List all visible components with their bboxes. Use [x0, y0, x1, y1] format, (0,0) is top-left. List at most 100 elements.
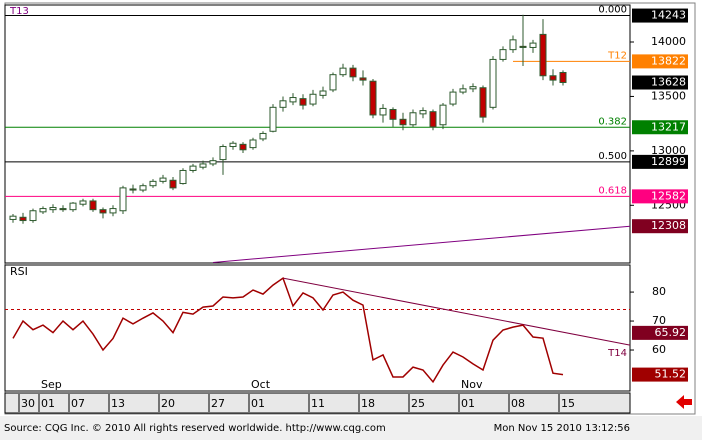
candle-body — [59, 208, 67, 211]
candle-body — [139, 185, 147, 191]
candle-body — [499, 49, 507, 60]
rsi-line — [12, 276, 564, 384]
level-label-box — [632, 120, 688, 135]
candle-body — [109, 208, 117, 214]
scroll-arrow[interactable] — [676, 395, 692, 409]
candle-body — [79, 200, 87, 205]
rsi-marker: 65.92 — [655, 326, 687, 339]
candle-body — [279, 100, 287, 108]
level-label-box — [632, 154, 688, 169]
candle-body — [159, 177, 167, 182]
x-tick-label: 08 — [511, 397, 525, 410]
level-label: 13822 — [651, 54, 686, 67]
level-label-box — [632, 54, 688, 69]
month-label: Nov — [461, 378, 483, 391]
level-label: 14243 — [651, 9, 686, 22]
candle-body — [99, 209, 107, 214]
x-tick-label: 01 — [41, 397, 55, 410]
x-tick-label: 18 — [361, 397, 375, 410]
candle-body — [479, 87, 487, 118]
trendline — [212, 225, 631, 263]
level-label: 12582 — [651, 189, 686, 202]
rsi-last: 51.52 — [655, 368, 687, 381]
rsi-tick-label: 60 — [652, 343, 666, 356]
level-ratio: 0.618 — [598, 185, 627, 196]
rsi-panel — [4, 264, 631, 392]
level-ratio: 0.382 — [598, 116, 627, 127]
candle-body — [509, 39, 517, 51]
month-label: Sep — [41, 378, 62, 391]
level-label: 12899 — [651, 155, 686, 168]
candle-body — [169, 179, 177, 189]
candle-body — [399, 118, 407, 126]
candle-body — [309, 93, 317, 105]
date-axis — [4, 392, 631, 414]
panel-label: T13 — [9, 6, 29, 17]
rsi-trendline — [282, 277, 631, 346]
candle-body — [249, 139, 257, 149]
x-tick-label: 20 — [161, 397, 175, 410]
candle-body — [29, 210, 37, 222]
price-panel — [4, 4, 631, 264]
x-tick-label: 27 — [211, 397, 225, 410]
trend-label-box — [632, 219, 688, 234]
candle-body — [469, 86, 477, 90]
candle-body — [129, 188, 137, 191]
candle-body — [259, 132, 267, 140]
y-tick-label: 13500 — [651, 89, 686, 102]
candle-body — [519, 45, 527, 48]
rsi-label: RSI — [10, 265, 28, 278]
candle-body — [289, 97, 297, 103]
candle-body — [19, 216, 27, 222]
rsi-last-box — [632, 367, 688, 382]
last-price: 13628 — [651, 76, 686, 89]
rsi-tick-label: 80 — [652, 285, 666, 298]
x-tick-label: 13 — [111, 397, 125, 410]
rsi-tick-label: 70 — [652, 314, 666, 327]
level-label-box — [632, 8, 688, 23]
month-label: Oct — [251, 378, 271, 391]
x-tick-label: 01 — [461, 397, 475, 410]
level-label-box — [632, 189, 688, 204]
candle-body — [219, 146, 227, 161]
candle-body — [69, 202, 77, 211]
candle-body — [369, 80, 377, 116]
candle-body — [419, 110, 427, 115]
candle-body — [239, 143, 247, 151]
candle-body — [189, 165, 197, 171]
candle-body — [209, 160, 217, 165]
x-tick-label: 11 — [311, 397, 325, 410]
candle-body — [9, 215, 17, 220]
candle-body — [539, 33, 547, 77]
candle-body — [529, 42, 537, 48]
x-tick-label: 25 — [411, 397, 425, 410]
candle-body — [339, 67, 347, 76]
candle-body — [89, 200, 97, 211]
x-tick-label: 30 — [21, 397, 35, 410]
level-label: 13217 — [651, 120, 686, 133]
candle-body — [349, 67, 357, 78]
candle-body — [329, 74, 337, 91]
y-tick-label: 14000 — [651, 35, 686, 48]
candle-body — [39, 208, 47, 213]
candle-body — [119, 187, 127, 212]
y-tick-label: 13000 — [651, 144, 686, 157]
candle-body — [199, 163, 207, 168]
source: Source: CQG Inc. © 2010 All rights reser… — [4, 423, 386, 434]
candle-body — [149, 180, 157, 187]
candle-body — [489, 58, 497, 108]
rsi-marker-box — [632, 325, 688, 340]
candle-body — [49, 206, 57, 211]
timestamp: Mon Nov 15 2010 13:12:56 — [494, 423, 630, 434]
level-ratio: 0.000 — [598, 5, 627, 16]
trend-label: 12308 — [651, 219, 686, 232]
candle-body — [559, 71, 567, 84]
last-price-box — [632, 75, 688, 90]
candle-body — [379, 107, 387, 116]
candle-body — [409, 112, 417, 126]
level-ratio: 0.500 — [598, 151, 627, 162]
candle-body — [359, 77, 367, 81]
candle-body — [179, 169, 187, 185]
candle-body — [299, 98, 307, 106]
